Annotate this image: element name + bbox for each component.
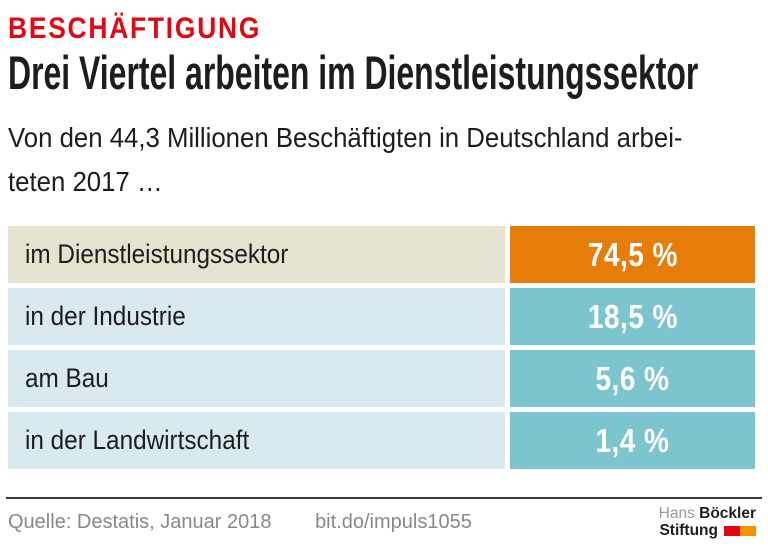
table-row: in der Industrie 18,5 %	[8, 288, 755, 345]
footer: Quelle: Destatis, Januar 2018 bit.do/imp…	[8, 511, 472, 534]
logo-hans-text: Hans	[658, 505, 695, 522]
row-label: am Bau	[25, 363, 109, 393]
row-label-cell: in der Landwirtschaft	[8, 412, 505, 469]
sector-share-table: im Dienstleistungssektor 74,5 % in der I…	[8, 226, 755, 469]
table-row: im Dienstleistungssektor 74,5 %	[8, 226, 755, 283]
row-label-cell: im Dienstleistungssektor	[8, 226, 505, 283]
row-label-cell: in der Industrie	[8, 288, 505, 345]
row-value: 18,5 %	[587, 297, 678, 335]
row-label: in der Landwirtschaft	[25, 425, 250, 455]
footer-link[interactable]: bit.do/impuls1055	[315, 511, 472, 533]
row-value-cell: 1,4 %	[510, 412, 755, 469]
subtitle-line-1: Von den 44,3 Millionen Beschäftigten in …	[8, 122, 683, 153]
row-label: im Dienstleistungssektor	[25, 239, 289, 269]
logo-line-1: Hans Böckler	[659, 505, 756, 522]
logo-orange-square-icon	[740, 525, 756, 536]
row-label-cell: am Bau	[8, 350, 505, 407]
logo-line-2: Stiftung	[659, 522, 756, 539]
source-text: Quelle: Destatis, Januar 2018	[8, 511, 272, 533]
row-value: 5,6 %	[595, 359, 670, 397]
logo-boeckler-text: Böckler	[699, 505, 756, 522]
footer-divider	[6, 497, 762, 499]
row-value-cell: 74,5 %	[510, 226, 755, 283]
logo-red-square-icon	[724, 525, 740, 536]
page-title: Drei Viertel arbeiten im Dienstleistungs…	[8, 46, 699, 99]
page-title-wrap: Drei Viertel arbeiten im Dienstleistungs…	[8, 48, 768, 98]
hans-boeckler-stiftung-logo: Hans Böckler Stiftung	[659, 505, 756, 539]
row-value: 1,4 %	[595, 421, 670, 459]
table-row: in der Landwirtschaft 1,4 %	[8, 412, 755, 469]
row-value-cell: 5,6 %	[510, 350, 755, 407]
logo-stiftung-text: Stiftung	[659, 522, 718, 539]
table-row: am Bau 5,6 %	[8, 350, 755, 407]
row-value: 74,5 %	[587, 235, 678, 273]
kicker: BESCHÄFTIGUNG	[8, 12, 262, 45]
row-value-cell: 18,5 %	[510, 288, 755, 345]
subtitle-line-2: teten 2017 …	[8, 166, 163, 197]
subtitle: Von den 44,3 Millionen Beschäftigten in …	[8, 116, 741, 204]
row-label: in der Industrie	[25, 301, 186, 331]
